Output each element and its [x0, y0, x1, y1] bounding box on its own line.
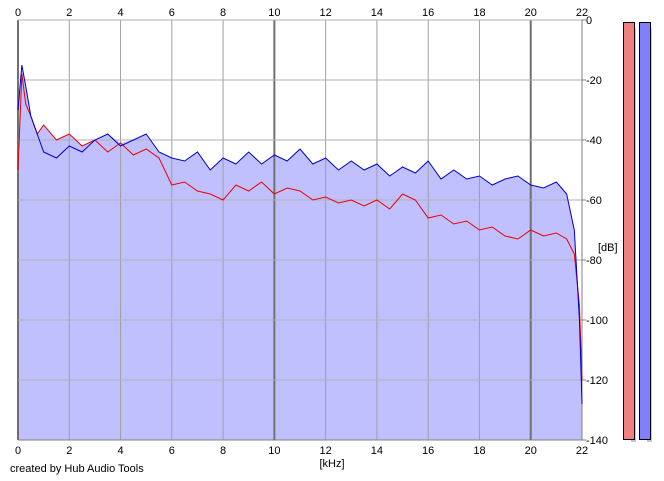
x-tick-label-bottom: 20 [525, 445, 537, 457]
x-tick-label-bottom: 8 [220, 445, 226, 457]
left-channel-meter [623, 22, 635, 440]
y-tick-label: -140 [586, 435, 608, 447]
x-tick-label-top: 10 [268, 7, 280, 19]
y-tick-label: -100 [586, 315, 608, 327]
x-tick-label-top: 2 [66, 7, 72, 19]
x-tick-label-bottom: 10 [268, 445, 280, 457]
spectrum-fill [18, 65, 582, 440]
y-axis-label: [dB] [598, 242, 618, 254]
series-line-blue [17, 64, 583, 405]
y-tick-label: -20 [586, 75, 602, 87]
x-tick-label-top: 18 [473, 7, 485, 19]
x-tick-label-top: 0 [15, 7, 21, 19]
series-line-red [17, 73, 583, 381]
x-tick-label-bottom: 22 [576, 445, 588, 457]
y-tick-label: -120 [586, 375, 608, 387]
x-tick-label-bottom: 18 [473, 445, 485, 457]
x-tick-label-top: 6 [169, 7, 175, 19]
credit-text: created by Hub Audio Tools [10, 463, 144, 475]
x-tick-label-bottom: 16 [422, 445, 434, 457]
x-tick-label-bottom: 6 [169, 445, 175, 457]
y-tick-label: -40 [586, 135, 602, 147]
x-tick-label-top: 14 [371, 7, 383, 19]
x-tick-label-top: 12 [320, 7, 332, 19]
x-tick-label-top: 22 [576, 7, 588, 19]
x-tick-label-bottom: 12 [320, 445, 332, 457]
y-tick-label: 0 [586, 15, 592, 27]
x-tick-label-top: 8 [220, 7, 226, 19]
y-tick-label: -80 [586, 255, 602, 267]
right-channel-meter [639, 22, 651, 440]
x-tick-label-bottom: 0 [15, 445, 21, 457]
y-tick-label: -60 [586, 195, 602, 207]
x-tick-label-bottom: 14 [371, 445, 383, 457]
x-tick-label-top: 4 [117, 7, 123, 19]
x-tick-label-top: 20 [525, 7, 537, 19]
x-tick-label-bottom: 4 [117, 445, 123, 457]
x-tick-label-top: 16 [422, 7, 434, 19]
x-axis-label: [kHz] [319, 458, 344, 470]
x-tick-label-bottom: 2 [66, 445, 72, 457]
